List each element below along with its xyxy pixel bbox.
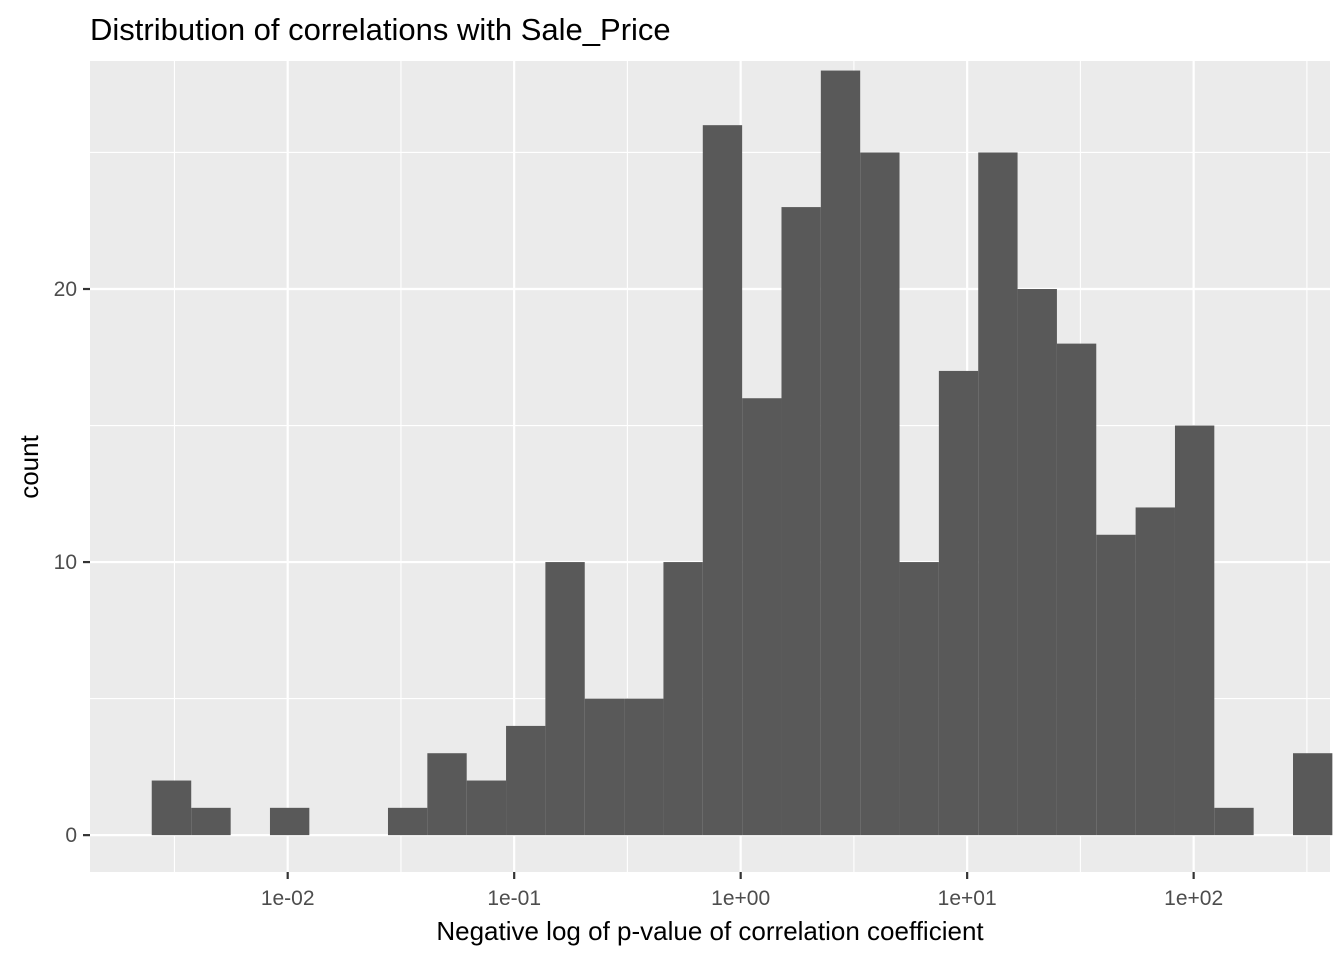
y-tick-label: 0 <box>65 824 77 847</box>
histogram-bar-13 <box>663 562 703 836</box>
histogram-bar-20 <box>938 370 979 836</box>
x-tick-label: 1e-02 <box>261 887 315 910</box>
histogram-bar-29 <box>1293 753 1333 836</box>
histogram-bar-24 <box>1096 534 1136 836</box>
histogram-bar-18 <box>860 152 900 836</box>
histogram-bar-27 <box>1214 807 1254 836</box>
histogram-bar-19 <box>899 562 939 836</box>
histogram-bar-23 <box>1056 343 1097 836</box>
histogram-bar-14 <box>702 125 743 836</box>
histogram-bar-7 <box>427 753 467 836</box>
y-axis-title: count <box>14 434 44 498</box>
axis-tick-labels: 1e-02 1e-01 1e+00 1e+01 1e+02 0 10 20 <box>54 278 1223 910</box>
histogram-bar-16 <box>781 207 821 836</box>
histogram-bar-8 <box>466 780 507 836</box>
histogram-bar-15 <box>742 398 782 836</box>
histogram-bar-9 <box>506 725 546 836</box>
axis-ticks <box>83 287 1195 879</box>
y-tick-label: 20 <box>54 278 77 301</box>
histogram-bar-25 <box>1135 507 1175 836</box>
histogram-bar-26 <box>1174 425 1215 836</box>
x-tick-label: 1e+00 <box>711 887 770 910</box>
histogram-bar-17 <box>820 70 861 836</box>
histogram-bar-0 <box>151 780 192 836</box>
x-axis-title: Negative log of p-value of correlation c… <box>436 916 984 946</box>
histogram-bar-6 <box>387 807 428 836</box>
x-tick-label: 1e+02 <box>1164 887 1223 910</box>
histogram-bar-22 <box>1017 289 1057 836</box>
histogram-bar-10 <box>545 562 585 836</box>
histogram-bar-21 <box>978 152 1018 836</box>
histogram-bar-11 <box>584 698 625 836</box>
x-tick-label: 1e+01 <box>938 887 997 910</box>
x-tick-label: 1e-01 <box>487 887 541 910</box>
histogram-bars <box>151 70 1333 836</box>
chart-title: Distribution of correlations with Sale_P… <box>90 12 671 47</box>
histogram-bar-1 <box>191 807 231 836</box>
y-tick-label: 10 <box>54 551 77 574</box>
histogram-bar-3 <box>269 807 310 836</box>
histogram-bar-12 <box>624 698 664 836</box>
